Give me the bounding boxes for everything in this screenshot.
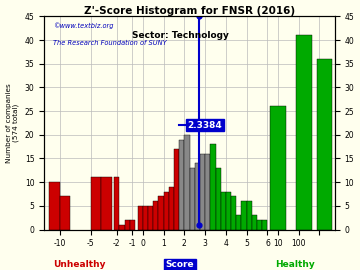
Bar [231, 196, 236, 230]
Bar [114, 177, 120, 230]
Bar [252, 215, 257, 229]
Bar [317, 59, 332, 230]
Bar [200, 154, 205, 230]
Bar [189, 168, 195, 230]
Bar [138, 206, 143, 230]
Bar [49, 182, 60, 229]
Bar [91, 177, 101, 230]
Bar [236, 215, 242, 229]
Bar [195, 163, 200, 230]
Bar [296, 35, 312, 230]
Bar [226, 192, 231, 230]
Text: Unhealthy: Unhealthy [53, 260, 105, 269]
Bar [242, 201, 247, 230]
Bar [143, 206, 148, 230]
Text: Score: Score [166, 260, 194, 269]
Bar [60, 196, 70, 230]
Bar [179, 140, 184, 230]
Bar [125, 220, 130, 230]
Bar [210, 144, 216, 230]
Bar [270, 106, 285, 230]
Text: ©www.textbiz.org: ©www.textbiz.org [53, 23, 113, 29]
Bar [221, 192, 226, 230]
Bar [169, 187, 174, 230]
Text: Sector: Technology: Sector: Technology [131, 31, 229, 40]
Bar [257, 220, 262, 230]
Y-axis label: Number of companies
(574 total): Number of companies (574 total) [5, 83, 19, 163]
Text: Healthy: Healthy [275, 260, 315, 269]
Bar [184, 135, 189, 230]
Bar [153, 201, 158, 230]
Text: The Research Foundation of SUNY: The Research Foundation of SUNY [53, 40, 166, 46]
Bar [101, 177, 112, 230]
Bar [247, 201, 252, 230]
Bar [148, 206, 153, 230]
Bar [163, 192, 169, 230]
Bar [174, 149, 179, 230]
Bar [158, 196, 163, 230]
Bar [216, 168, 221, 230]
Text: 2.3384: 2.3384 [188, 121, 222, 130]
Title: Z'-Score Histogram for FNSR (2016): Z'-Score Histogram for FNSR (2016) [84, 6, 295, 16]
Bar [120, 225, 125, 230]
Bar [130, 220, 135, 230]
Bar [262, 220, 267, 230]
Bar [205, 154, 210, 230]
